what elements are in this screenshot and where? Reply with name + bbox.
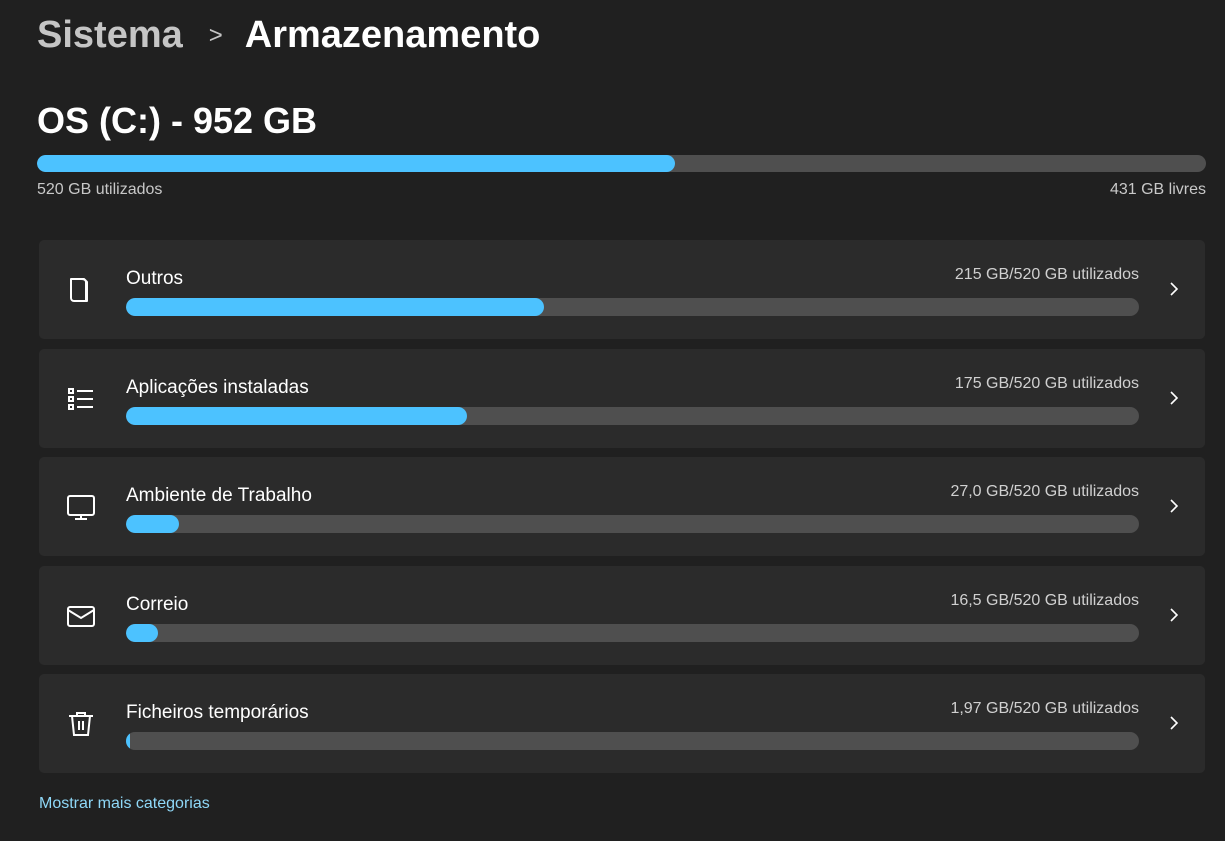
category-label: Correio xyxy=(126,593,189,615)
category-usage: 27,0 GB/520 GB utilizados xyxy=(950,483,1139,501)
monitor-icon xyxy=(67,495,95,521)
drive-usage-fill xyxy=(37,155,676,172)
category-label: Aplicações instaladas xyxy=(126,376,309,398)
chevron-right-icon xyxy=(1170,499,1179,513)
category-aplicações-instaladas[interactable]: Aplicações instaladas 175 GB/520 GB util… xyxy=(39,348,1205,448)
free-label: 431 GB livres xyxy=(1109,181,1206,198)
category-usage-fill xyxy=(126,298,545,316)
category-usage-fill xyxy=(126,732,131,751)
chevron-right-icon: > xyxy=(208,21,223,49)
category-usage-bar xyxy=(126,515,1139,534)
show-more-categories-link[interactable]: Mostrar mais categorias xyxy=(39,795,210,812)
breadcrumb: Sistema > Armazenamento xyxy=(37,14,540,57)
chevron-right-icon xyxy=(1170,282,1179,296)
category-outros[interactable]: Outros 215 GB/520 GB utilizados xyxy=(39,240,1205,339)
category-usage-bar xyxy=(126,406,1139,425)
breadcrumb-parent[interactable]: Sistema xyxy=(37,14,183,56)
category-usage: 1,97 GB/520 GB utilizados xyxy=(950,700,1139,718)
document-icon xyxy=(70,278,88,302)
trash-icon xyxy=(69,712,93,737)
category-usage: 175 GB/520 GB utilizados xyxy=(954,374,1139,392)
category-usage-bar xyxy=(126,623,1139,642)
used-label: 520 GB utilizados xyxy=(37,181,163,198)
chevron-right-icon xyxy=(1170,716,1179,730)
page-title: Armazenamento xyxy=(244,14,541,56)
chevron-right-icon xyxy=(1170,391,1179,405)
category-ambiente-de-trabalho[interactable]: Ambiente de Trabalho 27,0 GB/520 GB util… xyxy=(39,457,1205,557)
category-ficheiros-temporários[interactable]: Ficheiros temporários 1,97 GB/520 GB uti… xyxy=(39,674,1205,774)
category-label: Ficheiros temporários xyxy=(126,702,309,724)
mail-icon xyxy=(67,605,95,627)
category-usage-bar xyxy=(126,732,1139,751)
category-usage-bar xyxy=(126,298,1139,316)
category-label: Ambiente de Trabalho xyxy=(126,485,312,507)
category-label: Outros xyxy=(126,268,184,289)
category-usage: 16,5 GB/520 GB utilizados xyxy=(950,591,1139,609)
drive-title: OS (C:) - 952 GB xyxy=(37,100,318,141)
chevron-right-icon xyxy=(1170,608,1179,622)
category-usage: 215 GB/520 GB utilizados xyxy=(954,266,1139,283)
category-usage-fill xyxy=(126,406,468,425)
category-correio[interactable]: Correio 16,5 GB/520 GB utilizados xyxy=(39,565,1205,665)
category-usage-fill xyxy=(126,623,159,642)
drive-usage-bar xyxy=(37,155,1206,172)
category-usage-fill xyxy=(126,515,179,534)
list-icon xyxy=(68,387,93,410)
